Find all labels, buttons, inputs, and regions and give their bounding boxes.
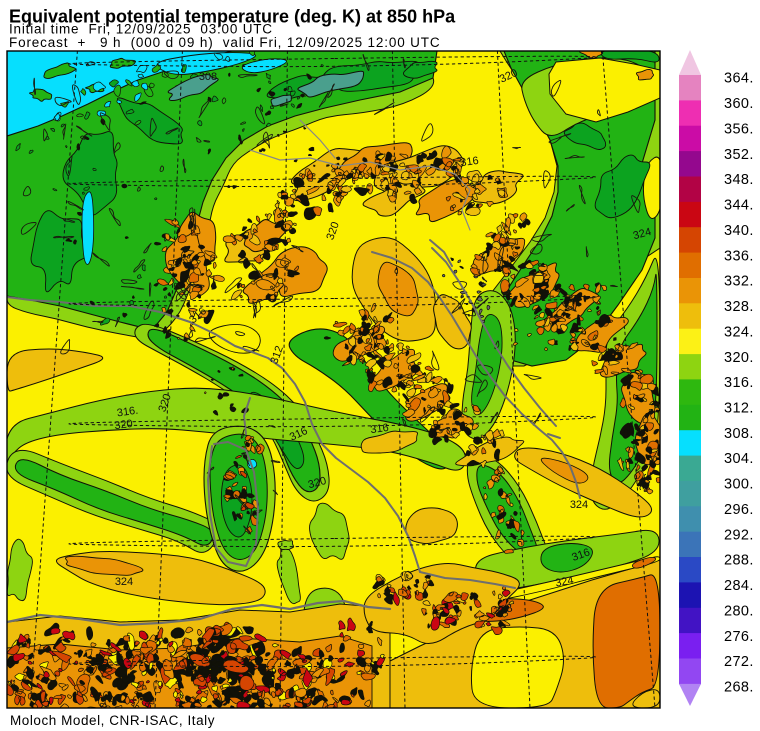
svg-text:284.: 284.	[724, 578, 754, 594]
svg-text:324.: 324.	[724, 324, 754, 340]
svg-text:308.: 308.	[724, 426, 754, 442]
svg-text:320: 320	[114, 418, 134, 432]
svg-text:Equivalent potential temperatu: Equivalent potential temperature (deg. K…	[9, 7, 456, 27]
svg-text:324: 324	[570, 499, 588, 511]
svg-text:268.: 268.	[724, 680, 754, 696]
svg-text:312: 312	[268, 344, 286, 365]
svg-text:272.: 272.	[724, 654, 754, 670]
svg-text:280.: 280.	[724, 604, 754, 620]
svg-text:332.: 332.	[724, 274, 754, 290]
svg-text:356.: 356.	[724, 121, 754, 137]
svg-text:320.: 320.	[724, 350, 754, 366]
svg-text:328.: 328.	[724, 299, 754, 315]
svg-text:352.: 352.	[724, 147, 754, 163]
svg-text:316: 316	[570, 546, 591, 564]
svg-text:324: 324	[115, 576, 133, 588]
svg-text:336.: 336.	[724, 248, 754, 264]
svg-text:324: 324	[554, 575, 574, 590]
svg-text:316.: 316.	[724, 375, 754, 391]
svg-text:Moloch Model, CNR-ISAC, Italy: Moloch Model, CNR-ISAC, Italy	[10, 713, 215, 728]
svg-text:348.: 348.	[724, 172, 754, 188]
svg-text:320: 320	[324, 220, 342, 241]
svg-text:316: 316	[637, 472, 655, 493]
svg-text:288.: 288.	[724, 553, 754, 569]
svg-text:Initial time Fri, 12/09/2025: Initial time Fri, 12/09/2025 03:00 UTC	[9, 22, 273, 37]
svg-text:304.: 304.	[724, 451, 754, 467]
svg-text:312.: 312.	[724, 401, 754, 417]
svg-text:364.: 364.	[724, 71, 754, 87]
svg-text:316.: 316.	[116, 405, 139, 420]
svg-text:300.: 300.	[724, 477, 754, 493]
svg-text:316: 316	[460, 155, 480, 169]
svg-text:320: 320	[156, 392, 174, 413]
svg-text:296.: 296.	[724, 502, 754, 518]
svg-text:328: 328	[493, 602, 513, 618]
svg-text:340.: 340.	[724, 223, 754, 239]
svg-text:308: 308	[199, 71, 217, 83]
svg-text:292.: 292.	[724, 527, 754, 543]
svg-text:276.: 276.	[724, 629, 754, 645]
svg-text:360.: 360.	[724, 96, 754, 112]
svg-text:320: 320	[307, 475, 328, 491]
svg-text:324: 324	[632, 226, 653, 242]
svg-text:344.: 344.	[724, 198, 754, 214]
svg-text:Forecast + 9 h (000 d 09 h: Forecast + 9 h (000 d 09 h) valid Fri, 1…	[9, 35, 440, 50]
svg-text:316: 316	[370, 422, 390, 436]
